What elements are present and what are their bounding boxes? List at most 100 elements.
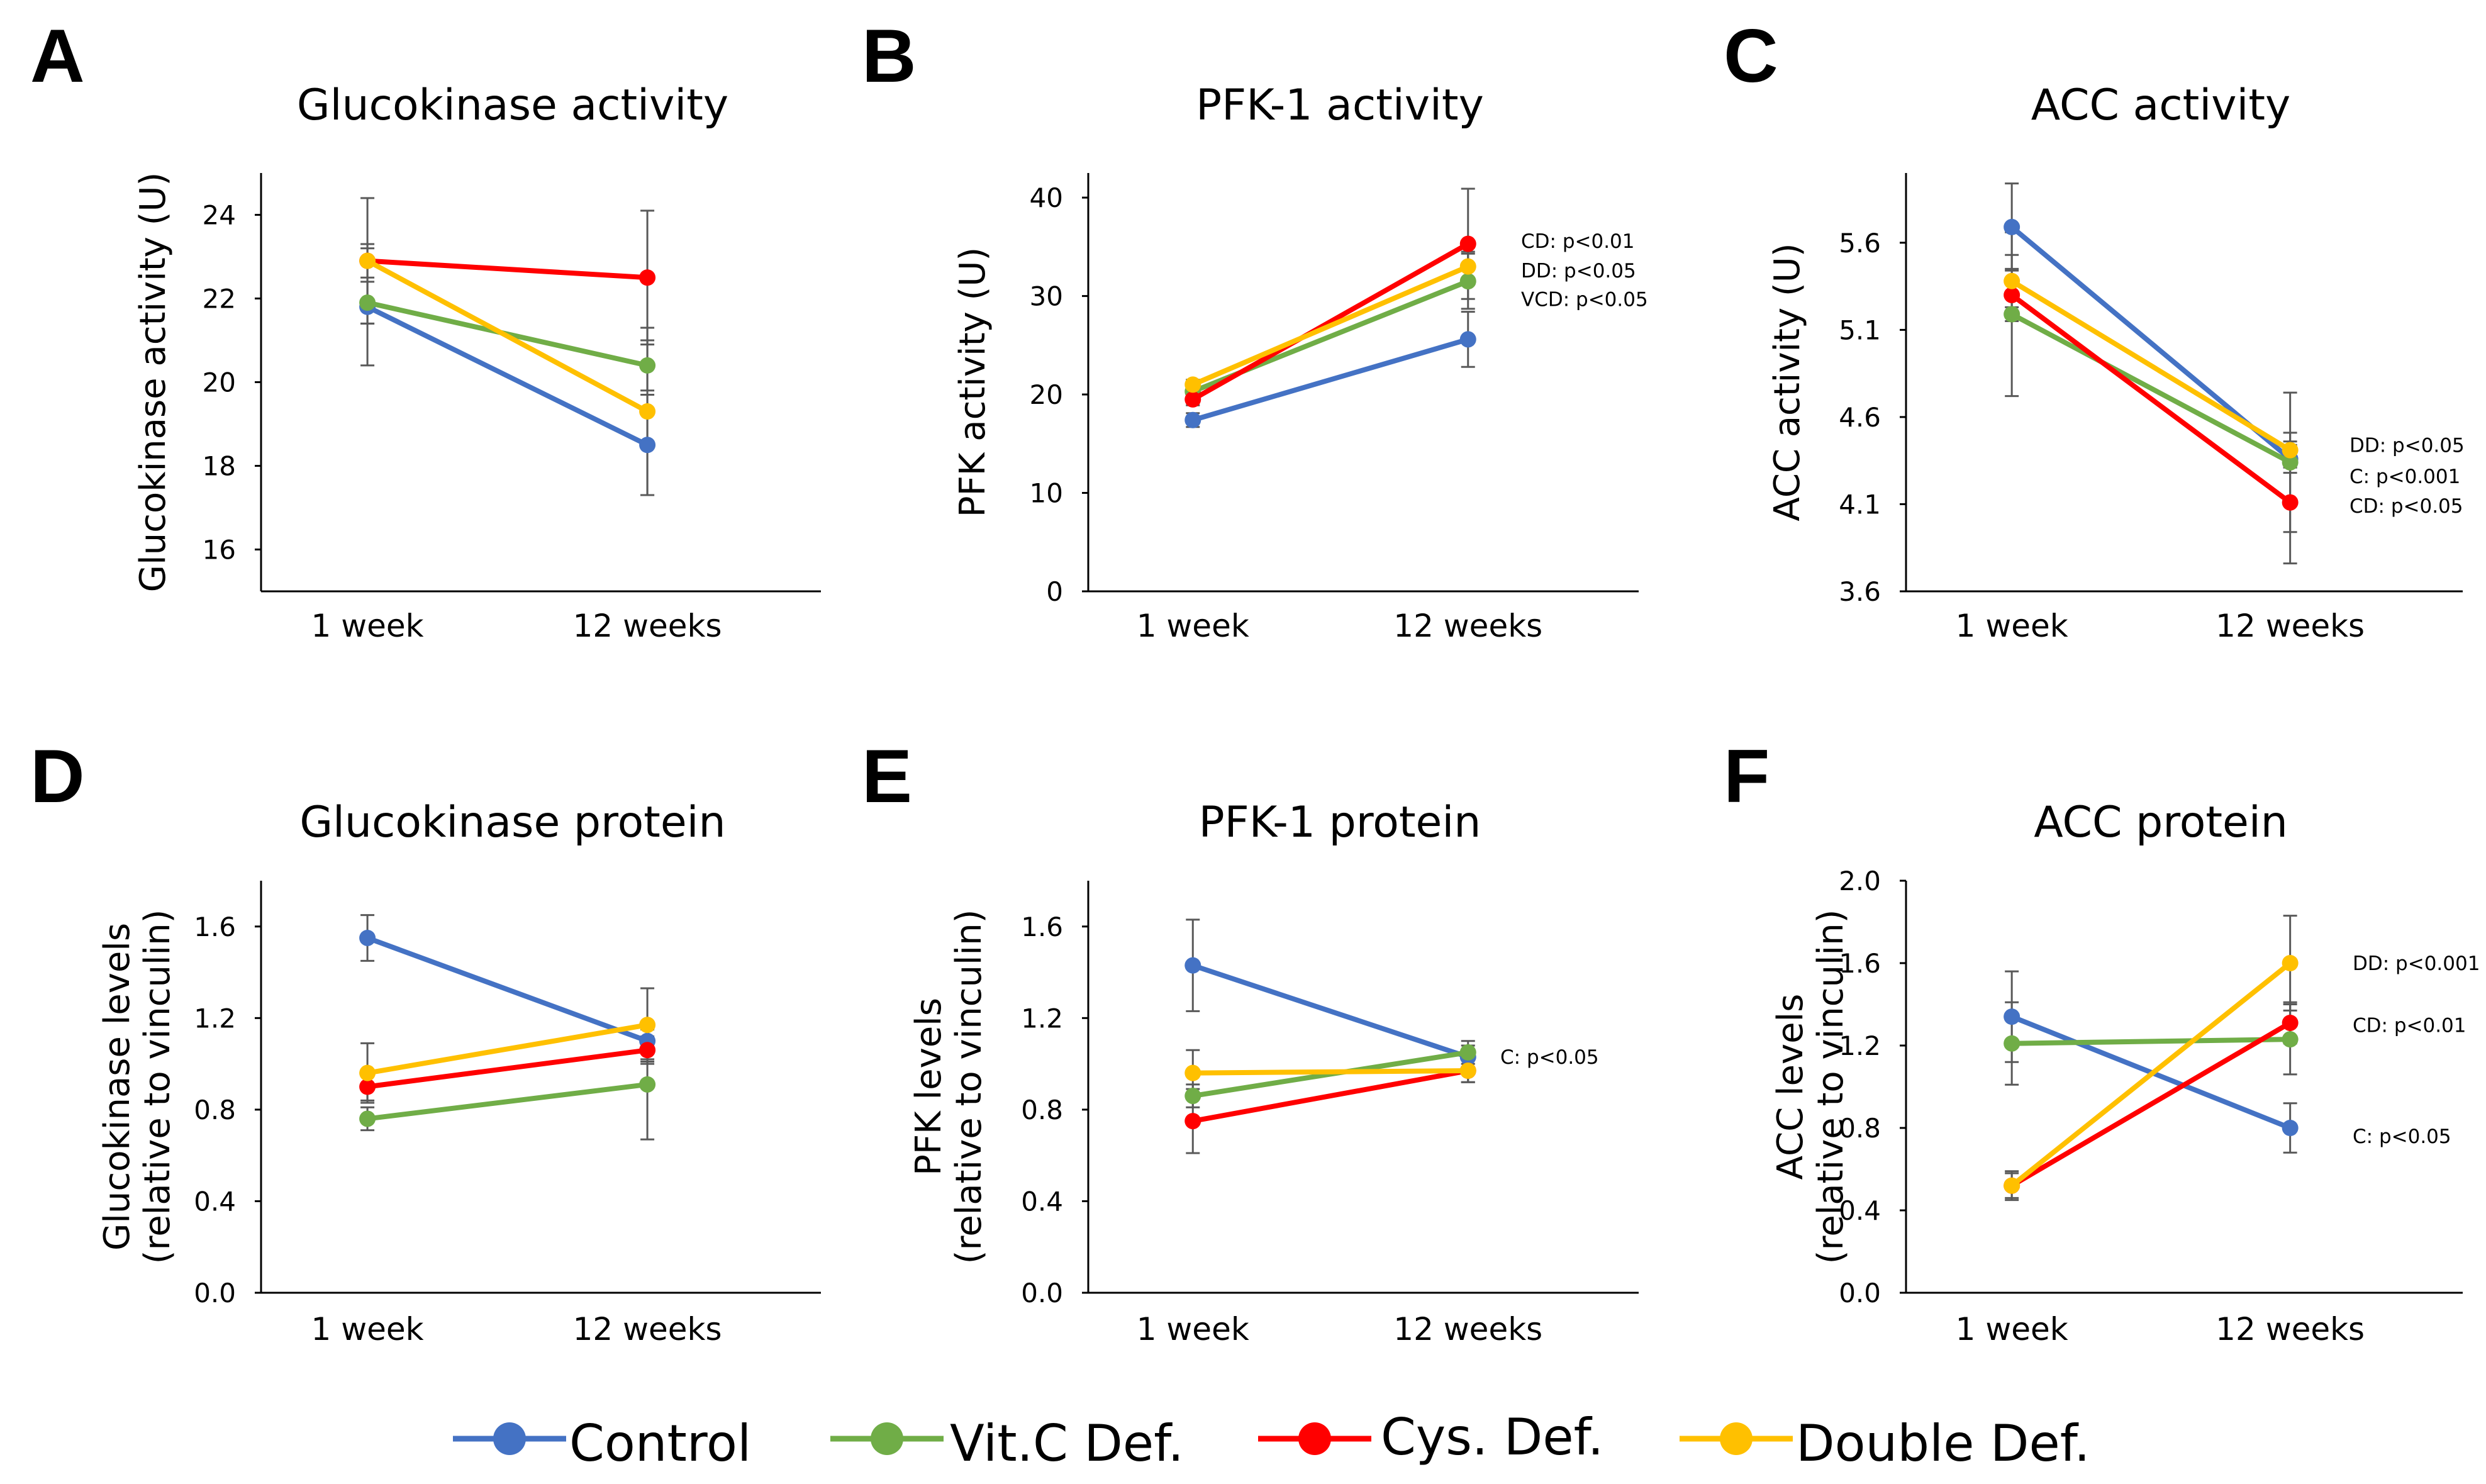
data-point-double-def [2004,1177,2021,1194]
panel-title: PFK-1 activity [1196,81,1484,130]
y-tick-label: 0.0 [194,1278,236,1308]
panel-e: E PFK-1 protein PFK levels(relative to vin… [862,734,1639,1347]
data-point-vit-c-def [2004,1035,2021,1052]
y-axis-label: PFK levels(relative to vinculin) [908,910,989,1264]
data-point-double-def [639,403,656,420]
y-tick-label: 1.6 [1021,912,1063,942]
panel-letter: A [30,14,85,98]
x-tick-label: 1 week [1956,1311,2068,1347]
data-point-cys-def [1184,1113,1201,1130]
x-tick-label: 1 week [1956,608,2068,644]
data-point-vit-c-def [1184,1088,1201,1105]
significance-annotation: CD: p<0.05 [2349,495,2463,518]
y-axis-label: ACC activity (U) [1767,243,1808,521]
x-tick-label: 1 week [311,608,424,644]
y-tick-label: 4.6 [1839,402,1881,433]
legend-item-double-def: Double Def. [1680,1414,2090,1473]
y-tick-label: 40 [1030,182,1063,213]
legend-marker [493,1422,526,1455]
panel-letter: D [30,734,85,818]
data-point-cys-def [2282,1014,2299,1031]
panel-letter: C [1724,14,1778,98]
x-tick-label: 12 weeks [1393,1311,1542,1347]
data-point-vit-c-def [359,294,376,311]
legend-item-vit-c-def: Vit.C Def. [830,1414,1184,1473]
x-tick-label: 1 week [1137,608,1249,644]
series-line-control [1190,337,1471,423]
panel-c: C ACC activity ACC activity (U) 3.6 4.1 4.6 5.… [1724,14,2465,644]
data-point-double-def [1184,376,1201,393]
y-axis-label-line: PFK levels [908,998,949,1176]
y-tick-label: 0 [1046,576,1063,607]
legend-label: Double Def. [1796,1414,2090,1473]
legend-label: Vit.C Def. [950,1414,1184,1473]
series-line-cys-def [2009,1020,2293,1188]
y-axis-label-line: (relative to vinculin) [1810,910,1851,1264]
y-tick-label: 0.8 [1021,1095,1063,1125]
y-tick-label: 2.0 [1839,866,1881,896]
legend: Control Vit.C Def. Cys. Def. Double Def. [453,1408,2090,1473]
y-tick-label: 0.8 [1839,1113,1881,1144]
y-axis-label: Glucokinase activity (U) [133,172,174,593]
y-axis-label-line: Glucokinase levels [97,923,138,1251]
x-tick-label: 12 weeks [573,608,722,644]
series-line-cys-def [1190,1068,1471,1124]
y-tick-label: 1.6 [1839,948,1881,979]
y-axis-label-line: ACC levels [1770,994,1811,1180]
series-line-cys-def [365,258,650,281]
series-line-cys-def [2009,292,2293,505]
y-tick-label: 16 [203,535,236,566]
data-point-cys-def [2282,494,2299,511]
panel-b: B PFK-1 activity PFK activity (U) 0 10 20 30 40… [862,14,1648,644]
data-point-cys-def [1184,391,1201,408]
data-point-control [1184,957,1201,974]
series-line-cys-def [365,1047,650,1090]
y-tick-label: 1.2 [1021,1003,1063,1034]
data-point-double-def [1459,1063,1476,1080]
data-point-cys-def [2004,286,2021,303]
series-line-double-def [1190,1068,1471,1076]
y-tick-label: 20 [203,367,236,398]
y-axis-label: ACC levels(relative to vinculin) [1770,910,1851,1264]
data-point-vit-c-def [1459,1044,1476,1061]
y-axis-label: Glucokinase levels(relative to vinculin) [97,910,178,1264]
significance-annotation: VCD: p<0.05 [1521,288,1648,311]
significance-annotation: DD: p<0.001 [2353,952,2480,975]
data-point-control [1459,331,1476,348]
x-tick-label: 1 week [1137,1311,1249,1347]
data-point-vit-c-def [2282,1031,2299,1048]
data-point-vit-c-def [359,1110,376,1127]
series-line-cys-def [1190,241,1471,402]
data-point-cys-def [359,1078,376,1095]
data-point-vit-c-def [639,357,656,374]
data-point-cys-def [639,1042,656,1059]
series-line-vit-c-def [365,1081,650,1122]
legend-label: Cys. Def. [1381,1408,1603,1466]
x-tick-label: 1 week [311,1311,424,1347]
data-point-control [1184,411,1201,428]
x-tick-label: 12 weeks [2216,608,2365,644]
x-tick-label: 12 weeks [1393,608,1542,644]
y-tick-label: 3.6 [1839,576,1881,607]
series-line-double-def [2009,961,2293,1188]
data-point-control [639,437,656,454]
y-tick-label: 0.4 [1021,1186,1063,1217]
y-axis-label-line: Glucokinase activity (U) [133,172,174,593]
data-point-double-def [2004,272,2021,289]
data-point-control [2004,1008,2021,1025]
data-point-double-def [359,1064,376,1081]
y-tick-label: 10 [1030,478,1063,509]
data-point-control [359,929,376,946]
data-point-double-def [2282,955,2299,971]
y-axis-label: PFK activity (U) [952,247,993,517]
y-tick-label: 0.0 [1021,1278,1063,1308]
data-point-double-def [2282,442,2299,459]
y-tick-label: 0.0 [1839,1278,1881,1308]
y-axis-label-line: (relative to vinculin) [949,910,989,1264]
panel-letter: B [862,14,917,98]
significance-annotation: CD: p<0.01 [2353,1014,2466,1037]
y-tick-label: 18 [203,451,236,482]
panel-title: ACC activity [2031,81,2291,130]
legend-marker [1720,1422,1753,1455]
